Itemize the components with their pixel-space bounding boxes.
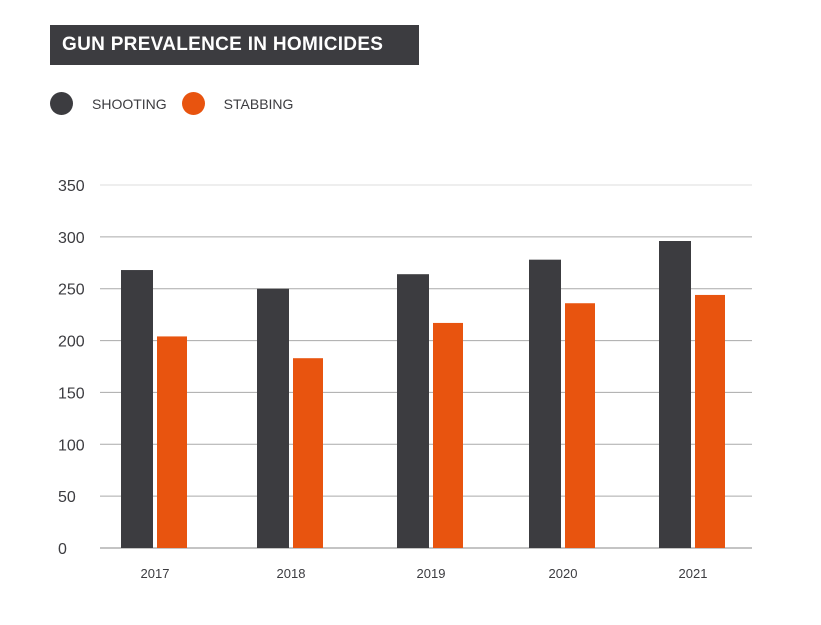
x-tick-label: 2018 <box>277 566 306 581</box>
x-tick-label: 2017 <box>141 566 170 581</box>
y-tick-label: 300 <box>58 230 85 247</box>
bar-shooting-2020 <box>529 259 561 548</box>
bar-stabbing-2020 <box>565 303 595 548</box>
y-tick-label: 100 <box>58 437 85 454</box>
legend-label-shooting: SHOOTING <box>92 95 167 112</box>
bar-stabbing-2019 <box>433 322 463 548</box>
bar-shooting-2018 <box>257 288 289 548</box>
bar-shooting-2019 <box>397 274 429 548</box>
legend-swatch-stabbing <box>181 92 205 115</box>
legend-item-shooting: SHOOTING <box>50 92 167 115</box>
bar-shooting-2021 <box>659 241 691 548</box>
bar-shooting-2017 <box>121 270 153 548</box>
chart-title: GUN PREVALENCE IN HOMICIDES <box>50 25 419 65</box>
bar-stabbing-2018 <box>293 358 323 548</box>
y-tick-label: 50 <box>58 489 76 506</box>
y-tick-label: 350 <box>58 178 85 195</box>
y-tick-label: 250 <box>58 282 85 299</box>
legend-item-stabbing: STABBING <box>181 92 294 115</box>
y-tick-label: 0 <box>58 541 67 558</box>
x-tick-label: 2021 <box>679 566 708 581</box>
legend: SHOOTING STABBING <box>50 92 293 115</box>
x-tick-label: 2020 <box>549 566 578 581</box>
legend-label-stabbing: STABBING <box>223 95 294 112</box>
legend-swatch-shooting <box>50 92 73 115</box>
bar-stabbing-2021 <box>695 294 725 548</box>
y-tick-label: 150 <box>58 385 85 402</box>
y-tick-label: 200 <box>58 334 85 351</box>
bar-stabbing-2017 <box>157 336 187 548</box>
x-tick-label: 2019 <box>417 566 446 581</box>
